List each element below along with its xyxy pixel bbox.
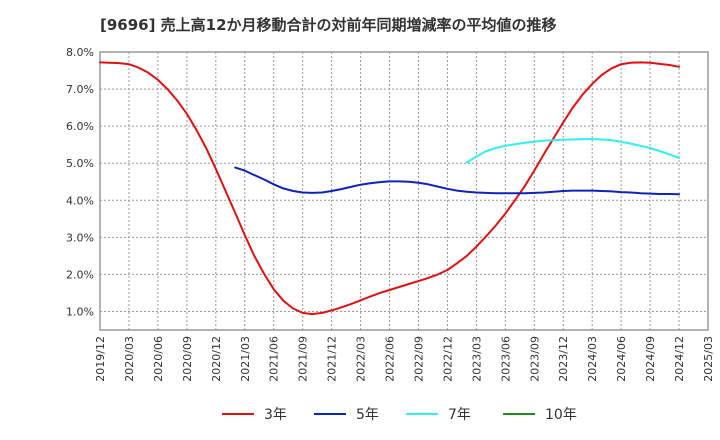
x-tick-label: 2023/09	[528, 336, 541, 382]
x-tick-label: 2021/06	[268, 336, 281, 382]
x-tick-label: 2023/03	[470, 336, 483, 382]
legend-label: 5年	[356, 407, 379, 423]
series-lines	[99, 61, 680, 316]
chart-title: [9696] 売上高12か月移動合計の対前年同期増減率の平均値の推移	[100, 16, 557, 34]
y-tick-label: 1.0%	[66, 305, 94, 318]
x-tick-label: 2024/12	[673, 336, 686, 382]
gridlines	[100, 52, 708, 330]
x-tick-label: 2022/09	[412, 336, 425, 382]
legend: 3年 5年 7年 10年	[222, 407, 577, 423]
x-tick-label: 2020/12	[210, 336, 223, 382]
x-tick-label: 2024/03	[586, 336, 599, 382]
x-tick-label: 2020/06	[152, 336, 165, 382]
series-line-5年	[234, 166, 680, 196]
x-tick-label: 2021/12	[326, 336, 339, 382]
y-tick-label: 6.0%	[66, 120, 94, 133]
x-tick-label: 2019/12	[94, 336, 107, 382]
x-tick-label: 2020/03	[123, 336, 136, 382]
y-tick-label: 8.0%	[66, 46, 94, 59]
x-tick-label: 2024/09	[644, 336, 657, 382]
x-tick-label: 2022/03	[355, 336, 368, 382]
y-tick-label: 4.0%	[66, 194, 94, 207]
x-axis-labels: 2019/12 2020/03 2020/06 2020/09 2020/12 2021/…	[94, 336, 715, 382]
y-tick-label: 7.0%	[66, 83, 94, 96]
x-tick-label: 2020/09	[181, 336, 194, 382]
x-tick-label: 2024/06	[615, 336, 628, 382]
y-axis-labels: 1.0% 2.0% 3.0% 4.0% 5.0% 6.0% 7.0% 8.0%	[66, 46, 94, 318]
y-tick-label: 2.0%	[66, 268, 94, 281]
legend-label: 10年	[545, 407, 577, 423]
x-tick-label: 2023/12	[557, 336, 570, 382]
legend-label: 7年	[448, 407, 471, 423]
x-tick-label: 2023/06	[499, 336, 512, 382]
y-tick-label: 5.0%	[66, 157, 94, 170]
x-tick-label: 2022/06	[384, 336, 397, 382]
series-line-7年	[465, 138, 680, 164]
legend-label: 3年	[264, 407, 287, 423]
x-tick-label: 2022/12	[441, 336, 454, 382]
x-tick-label: 2021/09	[297, 336, 310, 382]
series-line-3年	[99, 61, 680, 316]
y-tick-label: 3.0%	[66, 231, 94, 244]
x-tick-label: 2021/03	[239, 336, 252, 382]
x-tick-label: 2025/03	[702, 336, 715, 382]
